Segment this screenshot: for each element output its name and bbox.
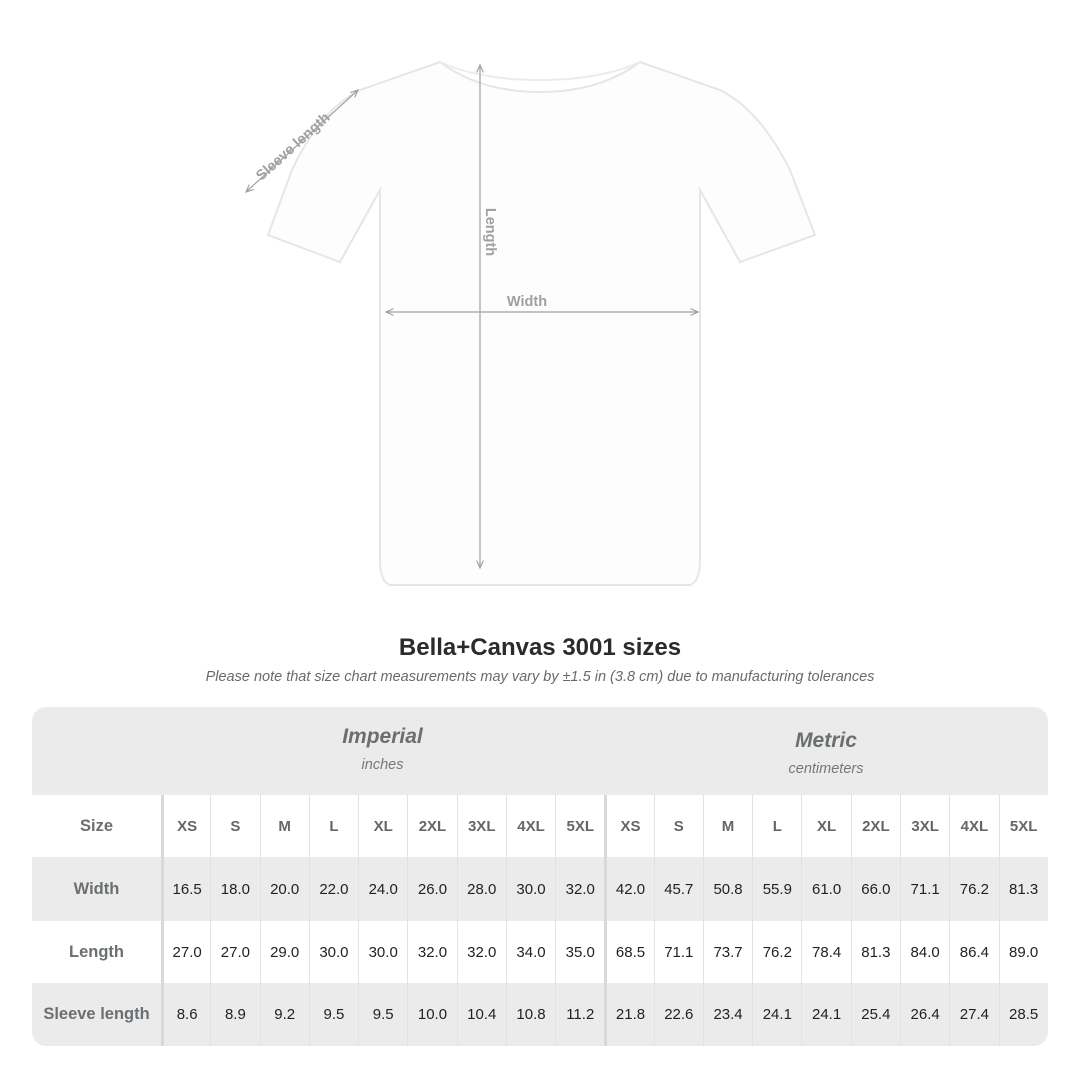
- value-cell: 18.0: [210, 857, 259, 921]
- value-cell: 32.0: [407, 921, 456, 983]
- size-header-cell: 2XL: [850, 795, 900, 857]
- value-cell: 73.7: [702, 921, 752, 983]
- value-cell: 9.5: [358, 983, 407, 1046]
- value-cell: 50.8: [702, 857, 752, 921]
- value-cell: 26.4: [899, 983, 949, 1046]
- imperial-unit: inches: [361, 757, 404, 773]
- metric-header: Metric centimeters: [604, 729, 1048, 777]
- value-cell: 35.0: [555, 921, 604, 983]
- tshirt-shape: [266, 60, 817, 586]
- value-cell: 9.5: [308, 983, 358, 1046]
- value-cell: 66.0: [850, 857, 900, 921]
- row-label: Length: [69, 942, 124, 961]
- size-header-cell: 4XL: [949, 795, 998, 857]
- value-cell: 9.2: [259, 983, 309, 1046]
- table-row: Sleeve length 8.6 8.9 9.2 9.5 9.5 10.0 10.4 10.8…: [32, 983, 1048, 1046]
- size-header-cell: 4XL: [505, 795, 555, 857]
- value-cell: 24.1: [752, 983, 801, 1046]
- value-cell: 32.0: [555, 857, 604, 921]
- size-header-cell: 2XL: [407, 795, 456, 857]
- size-header-cell: M: [259, 795, 309, 857]
- row-label: Sleeve length: [43, 1005, 150, 1023]
- size-header-cell: S: [210, 795, 259, 857]
- value-cell: 76.2: [752, 921, 801, 983]
- size-header-cell: XS: [604, 795, 653, 857]
- size-header-cell: 3XL: [456, 795, 506, 857]
- size-header-cell: S: [653, 795, 703, 857]
- value-cell: 81.3: [998, 857, 1048, 921]
- value-cell: 76.2: [949, 857, 998, 921]
- value-cell: 27.0: [161, 921, 210, 983]
- value-cell: 42.0: [604, 857, 653, 921]
- value-cell: 24.0: [358, 857, 407, 921]
- value-cell: 84.0: [899, 921, 949, 983]
- table-header-band: Imperial inches Metric centimeters: [32, 707, 1048, 795]
- value-cell: 10.4: [456, 983, 506, 1046]
- size-header-cell: M: [702, 795, 752, 857]
- value-cell: 61.0: [801, 857, 850, 921]
- value-cell: 32.0: [456, 921, 506, 983]
- metric-title: Metric: [795, 729, 857, 752]
- value-cell: 86.4: [949, 921, 998, 983]
- value-cell: 23.4: [702, 983, 752, 1046]
- value-cell: 27.0: [210, 921, 259, 983]
- value-cell: 27.4: [949, 983, 998, 1046]
- value-cell: 71.1: [653, 921, 703, 983]
- value-cell: 22.0: [308, 857, 358, 921]
- value-cell: 30.0: [308, 921, 358, 983]
- sleeve-length-arrow: [246, 90, 358, 192]
- value-cell: 55.9: [752, 857, 801, 921]
- size-header-cell: 5XL: [998, 795, 1048, 857]
- value-cell: 8.6: [161, 983, 210, 1046]
- width-label: Width: [507, 294, 547, 310]
- value-cell: 21.8: [604, 983, 653, 1046]
- length-label: Length: [482, 208, 498, 256]
- size-header-cell: 5XL: [555, 795, 604, 857]
- value-cell: 89.0: [998, 921, 1048, 983]
- value-cell: 71.1: [899, 857, 949, 921]
- size-header-cell: L: [752, 795, 801, 857]
- table-row: Width 16.5 18.0 20.0 22.0 24.0 26.0 28.0 30.0 32.…: [32, 857, 1048, 921]
- size-header-cell: XL: [358, 795, 407, 857]
- tolerance-note: Please note that size chart measurements…: [205, 669, 875, 685]
- value-cell: 22.6: [653, 983, 703, 1046]
- value-cell: 28.0: [456, 857, 506, 921]
- value-cell: 24.1: [801, 983, 850, 1046]
- value-cell: 26.0: [407, 857, 456, 921]
- value-cell: 25.4: [850, 983, 900, 1046]
- size-table: Imperial inches Metric centimeters Size X…: [32, 707, 1048, 1046]
- size-header-cell: L: [308, 795, 358, 857]
- table-row: Length 27.0 27.0 29.0 30.0 30.0 32.0 32.0 34.0 35…: [32, 921, 1048, 983]
- value-cell: 68.5: [604, 921, 653, 983]
- metric-unit: centimeters: [788, 761, 864, 777]
- value-cell: 45.7: [653, 857, 703, 921]
- value-cell: 10.0: [407, 983, 456, 1046]
- value-cell: 30.0: [505, 857, 555, 921]
- value-cell: 81.3: [850, 921, 900, 983]
- value-cell: 10.8: [505, 983, 555, 1046]
- imperial-title: Imperial: [342, 725, 423, 748]
- value-cell: 16.5: [161, 857, 210, 921]
- value-cell: 78.4: [801, 921, 850, 983]
- value-cell: 28.5: [998, 983, 1048, 1046]
- size-header-cell: XL: [801, 795, 850, 857]
- size-header-row: Size XS S M L XL 2XL 3XL 4XL 5XL XS S M L XL 2XL 3XL 4XL 5…: [32, 795, 1048, 857]
- imperial-header: Imperial inches: [161, 725, 604, 773]
- row-label: Size: [79, 816, 114, 835]
- chart-title: Bella+Canvas 3001 sizes: [398, 634, 682, 661]
- size-header-cell: 3XL: [899, 795, 949, 857]
- value-cell: 34.0: [505, 921, 555, 983]
- value-cell: 11.2: [555, 983, 604, 1046]
- value-cell: 29.0: [259, 921, 309, 983]
- value-cell: 30.0: [358, 921, 407, 983]
- size-header-cell: XS: [161, 795, 210, 857]
- row-label: Width: [73, 879, 120, 898]
- value-cell: 8.9: [210, 983, 259, 1046]
- tshirt-diagram: Sleeve length Length Width: [0, 60, 817, 586]
- value-cell: 20.0: [259, 857, 309, 921]
